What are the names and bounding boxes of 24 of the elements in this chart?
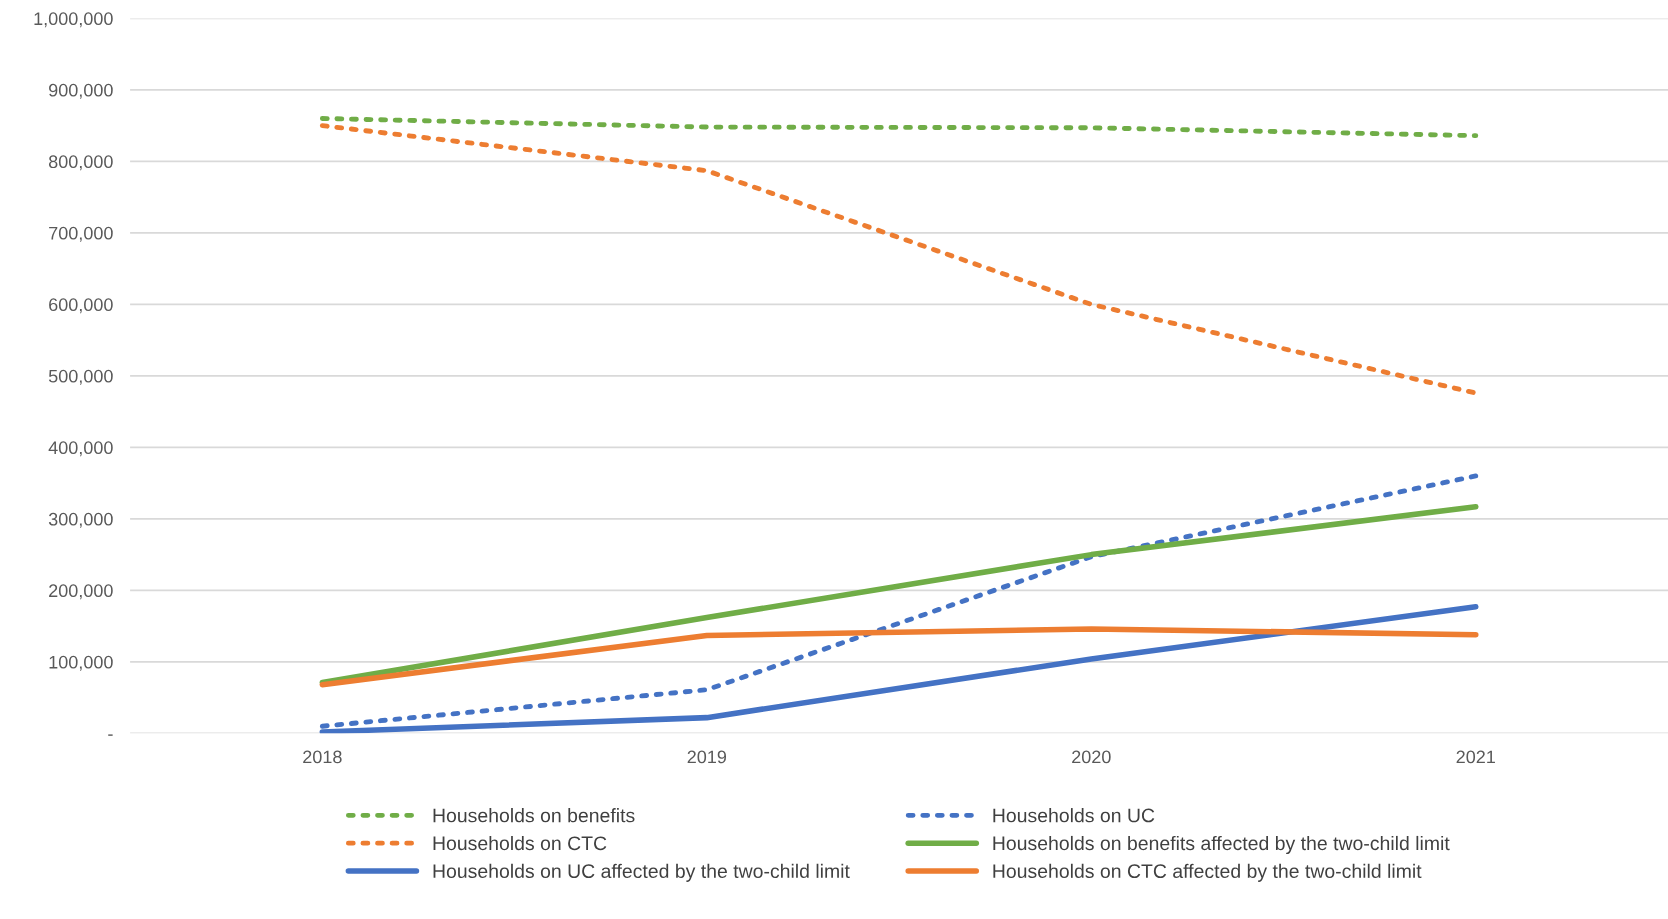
y-tick-label: 300,000 <box>48 512 113 528</box>
x-tick-label: 2018 <box>303 750 342 764</box>
y-tick-label: 100,000 <box>49 655 113 671</box>
y-tick-label: 400,000 <box>48 441 113 457</box>
x-tick-label: 2020 <box>1072 750 1111 764</box>
legend-label: Households on UC affected by the two-child limit <box>433 863 850 882</box>
legend-label: Households on CTC affected by the two-child limit <box>993 863 1422 882</box>
legend-label: Households on CTC <box>433 835 607 851</box>
y-tick-label: 200,000 <box>49 584 113 600</box>
x-tick-label: 2019 <box>687 750 727 764</box>
y-tick-label: - <box>108 734 113 736</box>
line-series <box>319 123 1479 396</box>
y-tick-label: 600,000 <box>49 298 113 314</box>
legend-label: Households on benefits affected by the two-child limit <box>993 835 1450 855</box>
x-tick-label: 2021 <box>1456 750 1495 764</box>
y-tick-label: 700,000 <box>49 226 113 242</box>
legend-label: Households on UC <box>993 808 1155 823</box>
legend-label: Households on benefits <box>433 808 635 823</box>
y-tick-label: 800,000 <box>48 155 113 171</box>
line-series <box>319 473 1479 729</box>
line-series <box>319 116 1479 139</box>
y-tick-label: 500,000 <box>48 369 113 385</box>
y-tick-label: 900,000 <box>49 83 113 99</box>
y-tick-label: 1,000,000 <box>34 12 113 28</box>
